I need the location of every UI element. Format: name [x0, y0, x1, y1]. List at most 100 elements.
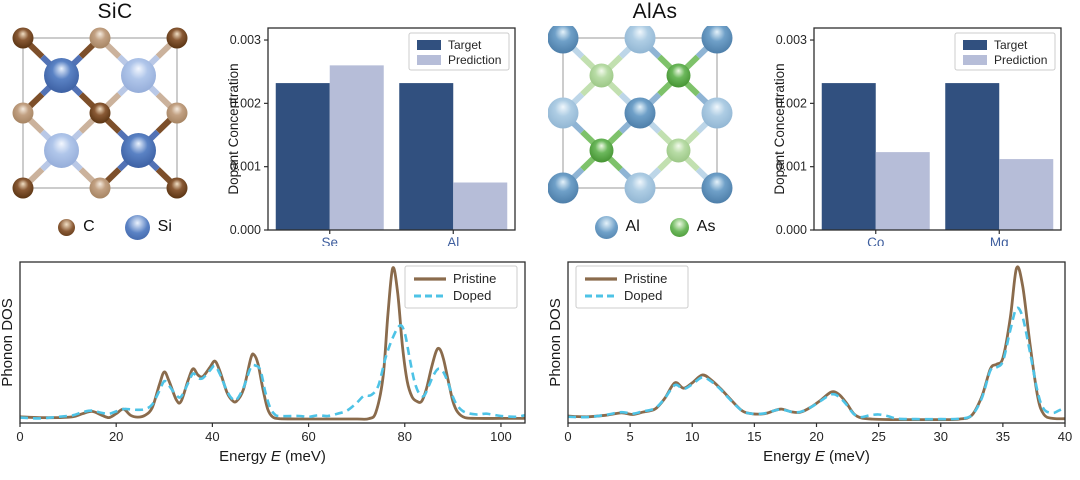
doped-curve: [567, 306, 1066, 421]
sic-structure-panel: SiC C Si: [8, 0, 222, 246]
bond-Al-half: [618, 92, 633, 106]
bond-C-half: [26, 167, 45, 185]
plot-border: [267, 27, 516, 231]
bond-C-half: [78, 92, 97, 110]
al-atom-icon: [594, 215, 618, 239]
x-tick-label: 0: [16, 429, 23, 444]
sic-title: SiC: [97, 0, 133, 23]
sic-bar-chart-panel: Se Al 0.000 0.001 0.002 0.003 Dopant Concentra…: [222, 0, 527, 250]
y-tick-label: 0.000: [230, 223, 261, 237]
bar-target-Mg: [945, 83, 1000, 230]
alas-bar-chart-panel: Co Mg 0.000 0.001 0.002 0.003 Dopant Concentra…: [768, 0, 1073, 250]
atom-C-back: [12, 102, 34, 124]
atom-Al-front: [701, 172, 733, 204]
legend-label-pristine: Pristine: [624, 271, 667, 286]
alas-crystal-structure: [548, 26, 733, 204]
x-tick-label: 35: [996, 429, 1010, 444]
atom-Al-back: [701, 97, 733, 129]
sic-atom-legend: C Si: [8, 211, 222, 243]
y-tick-label: 0.001: [776, 160, 807, 174]
x-tick-label: 80: [398, 429, 412, 444]
atom-Al-back: [624, 26, 656, 54]
si-atom-icon: [124, 214, 150, 240]
y-axis-label: Phonon DOS: [547, 298, 564, 386]
bond-As-half: [580, 80, 597, 97]
legend-label-target: Target: [994, 38, 1028, 52]
alas-title: AlAs: [632, 0, 678, 23]
atom-Si-back: [121, 58, 156, 93]
y-tick-label: 0.001: [230, 160, 261, 174]
atom-Al-front: [548, 172, 579, 204]
bar-prediction-Al: [453, 182, 508, 230]
x-tick-label-Co: Co: [867, 235, 884, 246]
atom-C-front: [166, 27, 188, 49]
atom-legend-item-Al: Al: [594, 215, 640, 239]
bond-As-half: [683, 129, 700, 146]
x-tick-label: 10: [685, 429, 699, 444]
bond-Al-half: [618, 45, 633, 59]
bond-Al-half: [647, 92, 662, 106]
bond-Al-half: [647, 167, 662, 181]
sic-dopant-bar-chart: Se Al 0.000 0.001 0.002 0.003 Dopant Concentra…: [226, 27, 516, 250]
x-tick-label: 20: [109, 429, 123, 444]
bond-As-half: [606, 80, 623, 97]
bond-Al-half: [695, 167, 710, 181]
atom-Al-front: [624, 97, 656, 129]
x-axis-label: Energy E (meV): [763, 448, 870, 465]
bond-Al-half: [618, 120, 633, 134]
alas-atom-legend: Al As: [548, 211, 762, 243]
bar-target-Al: [399, 83, 454, 230]
bond-C-half: [155, 41, 174, 59]
x-tick-label: 40: [205, 429, 219, 444]
bond-C-half: [26, 92, 45, 110]
y-tick-label: 0.002: [230, 96, 261, 110]
bond-As-half: [657, 54, 674, 71]
bar-target-Se: [275, 83, 330, 230]
bond-As-half: [657, 129, 674, 146]
atom-legend-label: As: [696, 218, 716, 235]
bond-As-half: [580, 129, 597, 146]
bond-Al-half: [570, 120, 585, 134]
bond-C-half: [155, 116, 174, 134]
atom-Al-back: [548, 97, 579, 129]
bond-As-half: [683, 155, 700, 172]
y-axis-label: Phonon DOS: [0, 298, 16, 386]
bond-As-half: [606, 129, 623, 146]
legend-label-prediction: Prediction: [994, 53, 1047, 67]
atom-C-back: [89, 177, 111, 199]
alas-structure-panel: AlAs Al As: [548, 0, 762, 246]
sic-phonon-dos-panel: 0 20 40 60 80 100 Energy E (meV) Phonon DOS Pris…: [0, 247, 540, 480]
as-atom-icon: [669, 217, 689, 237]
x-tick-label-Al: Al: [447, 235, 459, 246]
x-tick-label: 5: [627, 429, 634, 444]
bond-As-half: [606, 155, 623, 172]
atom-legend-item-C: C: [58, 218, 95, 236]
atom-As-front: [589, 138, 614, 163]
atom-legend-item-As: As: [669, 217, 716, 237]
x-tick-label-Se: Se: [321, 235, 338, 246]
bond-As-half: [580, 155, 597, 172]
x-tick-label: 30: [934, 429, 948, 444]
atom-C-back: [166, 102, 188, 124]
bond-Al-half: [695, 45, 710, 59]
bar-prediction-Se: [329, 65, 384, 230]
alas-phonon-dos-chart: 0 5 10 15 20 25 30 35 40 Energy E (meV) Phonon DOS…: [547, 261, 1072, 465]
bond-Al-half: [570, 92, 585, 106]
bar-prediction-Co: [875, 152, 930, 230]
bond-C-half: [78, 116, 97, 134]
atom-C-back: [89, 27, 111, 49]
bond-C-half: [103, 41, 122, 59]
bond-As-half: [657, 80, 674, 97]
y-axis-label: Dopant Concentration: [226, 63, 241, 194]
x-tick-label: 40: [1058, 429, 1072, 444]
bar-target-Co: [821, 83, 876, 230]
legend-label-doped: Doped: [624, 288, 662, 303]
x-tick-label: 60: [301, 429, 315, 444]
bond-C-half: [78, 167, 97, 185]
atom-C-front: [89, 102, 111, 124]
legend-swatch-target: [963, 40, 987, 50]
atom-legend-label: Si: [157, 218, 172, 235]
x-tick-label: 15: [747, 429, 761, 444]
x-axis-label: Energy E (meV): [219, 448, 326, 465]
